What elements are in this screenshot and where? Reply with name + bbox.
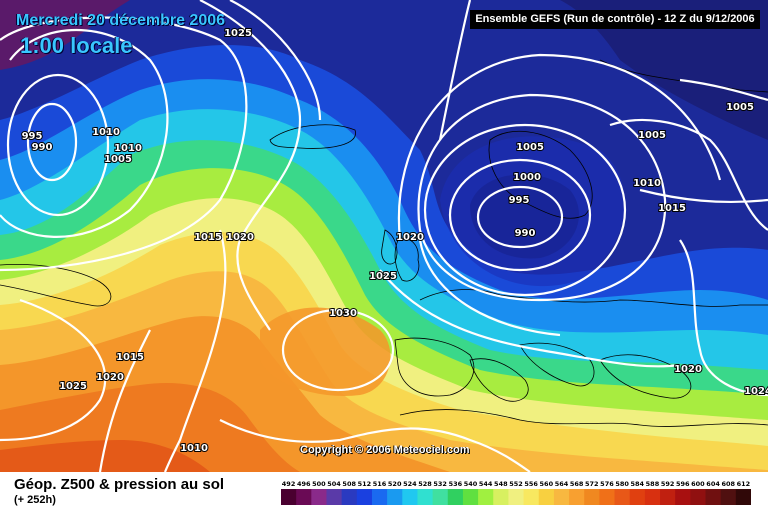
legend-swatch [644,489,661,505]
legend-value: 552 [509,480,523,488]
legend-swatch [417,489,434,505]
legend-value: 528 [418,480,432,488]
legend-value: 492 [282,480,296,488]
pressure-label: 1020 [396,232,424,243]
legend-swatch [569,489,585,505]
legend-value: 576 [600,480,614,488]
legend-value: 564 [555,480,569,488]
legend-swatch [326,489,343,505]
legend-value: 548 [494,480,508,488]
legend-value: 532 [433,480,447,488]
legend-swatch [675,489,691,505]
legend-swatch [660,489,676,505]
pressure-label: 990 [515,228,536,239]
pressure-label: 1030 [329,308,357,319]
legend-swatch [538,489,555,505]
pressure-label: 1020 [226,232,254,243]
legend-swatch [553,489,570,505]
pressure-label: 1010 [114,143,142,154]
pressure-label: 1015 [116,352,144,363]
legend-value: 516 [373,480,387,488]
legend-value: 604 [706,480,720,488]
pressure-label: 1025 [224,28,252,39]
copyright-notice: Copyright © 2006 Meteociel.com [300,444,470,456]
pressure-label: 1015 [658,203,686,214]
legend-value: 556 [524,480,538,488]
legend-swatch [523,489,540,505]
pressure-label: 1010 [633,178,661,189]
legend-swatch [690,489,707,505]
pressure-label: 1024 [744,386,768,397]
legend-value: 568 [570,480,584,488]
legend-value: 588 [646,480,660,488]
legend-value: 496 [297,480,311,488]
legend-value: 540 [464,480,478,488]
legend-swatch [402,489,418,505]
color-legend: 492 496 500 504 508 512 516 520 524 528 532 536 540 5… [281,480,751,505]
pressure-label: 990 [32,142,53,153]
legend-value: 512 [358,480,372,488]
legend-swatch [478,489,494,505]
pressure-label: 1010 [92,127,120,138]
legend-value: 504 [327,480,341,488]
legend-swatch [281,489,297,505]
legend-swatch [432,489,449,505]
legend-swatch [735,489,751,505]
legend-swatch [720,489,737,505]
legend-value: 544 [479,480,493,488]
pressure-label: 1005 [104,154,132,165]
legend-value: 596 [676,480,690,488]
pressure-label: 1005 [638,130,666,141]
legend-value: 508 [342,480,356,488]
legend-swatch [387,489,403,505]
legend-swatch [493,489,509,505]
pressure-label: 1005 [726,102,754,113]
legend-value: 592 [661,480,675,488]
legend-swatch [614,489,631,505]
legend-swatch [447,489,464,505]
forecast-date: Mercredi 20 décembre 2006 [16,12,226,29]
pressure-label: 1010 [180,443,208,454]
pressure-label: 1025 [59,381,87,392]
legend-value: 580 [615,480,629,488]
legend-value: 536 [449,480,463,488]
forecast-time: 1:00 locale [20,33,133,58]
legend-swatch [599,489,616,505]
pressure-label: 1005 [516,142,544,153]
legend-swatch [296,489,312,505]
legend-swatch [629,489,646,505]
pressure-label: 995 [509,195,530,206]
legend-swatch [356,489,373,505]
pressure-label: 1000 [513,172,541,183]
legend-value: 572 [585,480,599,488]
pressure-label: 995 [22,131,43,142]
pressure-label: 1015 [194,232,222,243]
legend-value: 584 [631,480,645,488]
legend-value: 560 [540,480,554,488]
legend-value: 520 [388,480,402,488]
coastlines [0,59,768,427]
legend-value: 600 [691,480,705,488]
map-title: Géop. Z500 & pression au sol [14,476,225,493]
legend-swatch [705,489,722,505]
isobars [0,0,768,472]
legend-swatch [462,489,479,505]
pressure-label: 1025 [369,271,397,282]
legend-value: 524 [403,480,417,488]
forecast-lead-time: (+ 252h) [14,494,56,506]
model-run-label: Ensemble GEFS (Run de contrôle) - 12 Z d… [470,10,760,29]
legend-value: 612 [737,480,751,488]
pressure-label: 1020 [96,372,124,383]
legend-swatch [584,489,600,505]
legend-swatch [371,489,388,505]
legend-swatch [508,489,525,505]
legend-value: 608 [721,480,735,488]
legend-value: 500 [312,480,326,488]
legend-swatch [341,489,358,505]
pressure-label: 1020 [674,364,702,375]
legend-swatch [311,489,327,505]
